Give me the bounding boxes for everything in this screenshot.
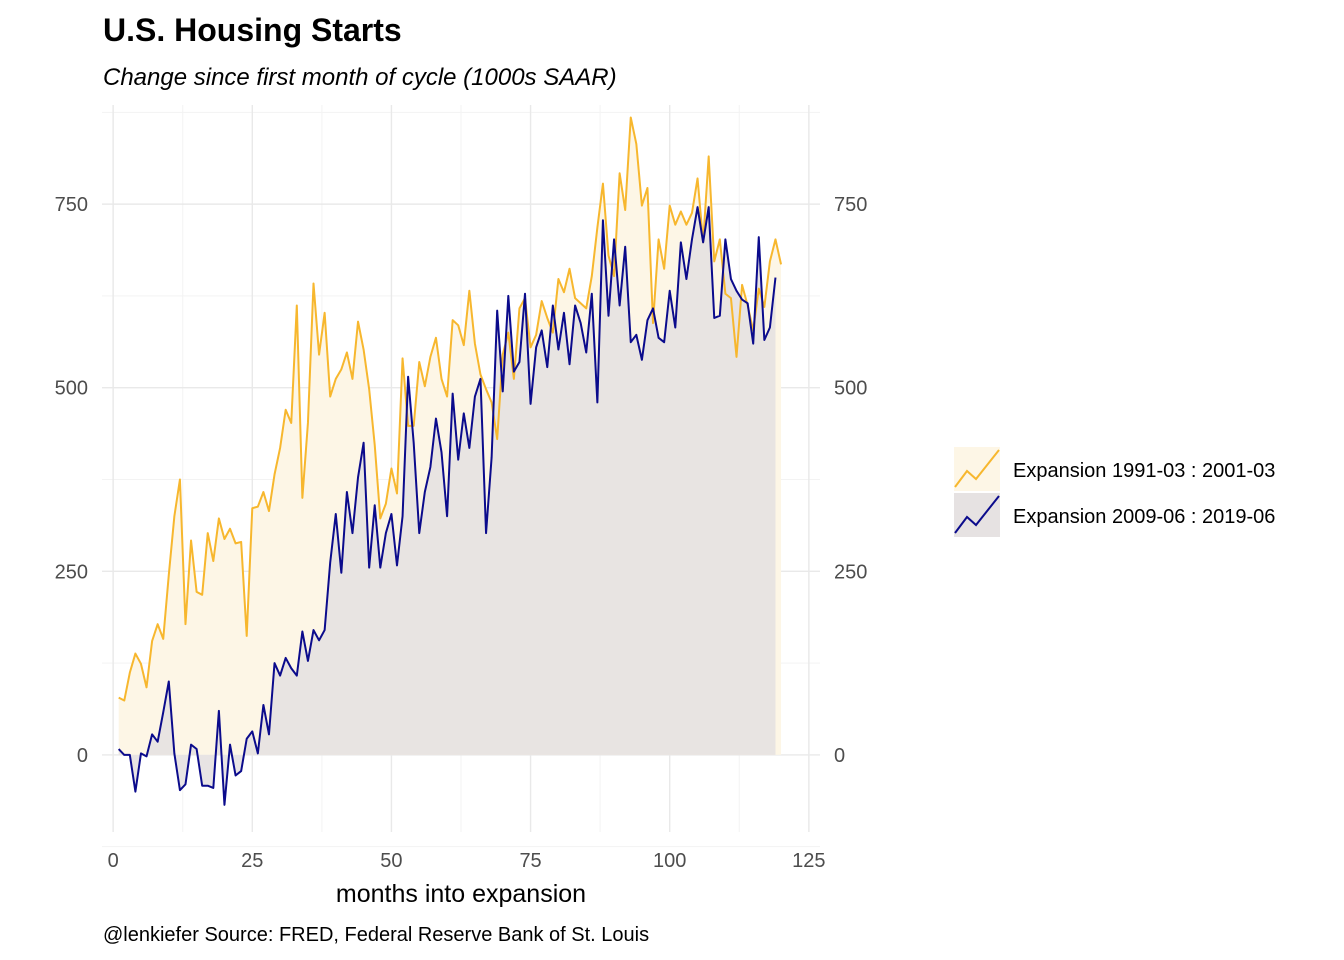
chart-subtitle: Change since first month of cycle (1000s… bbox=[103, 64, 617, 91]
y-tick-label-left: 750 bbox=[55, 194, 88, 216]
x-tick-label: 0 bbox=[108, 850, 119, 872]
y-tick-label-right: 750 bbox=[834, 194, 867, 216]
chart-caption: @lenkiefer Source: FRED, Federal Reserve… bbox=[103, 924, 649, 946]
x-tick-label: 50 bbox=[380, 850, 402, 872]
series-line-2 bbox=[117, 206, 777, 806]
x-tick-label: 100 bbox=[653, 850, 686, 872]
series-line-1 bbox=[118, 116, 783, 702]
legend-label-2: Expansion 2009-06 : 2019-06 bbox=[1013, 506, 1275, 528]
y-tick-label-right: 250 bbox=[834, 561, 867, 583]
y-tick-label-left: 250 bbox=[55, 561, 88, 583]
series-lines bbox=[117, 116, 783, 806]
chart-legend: Expansion 1991-03 : 2001-03 Expansion 200… bbox=[954, 447, 1275, 537]
y-axis-right: 0 250 500 750 bbox=[834, 194, 867, 767]
legend-line-2 bbox=[954, 495, 1000, 534]
x-tick-label: 75 bbox=[519, 850, 541, 872]
x-tick-label: 25 bbox=[241, 850, 263, 872]
y-tick-label-right: 0 bbox=[834, 745, 845, 767]
legend-key-1 bbox=[954, 447, 1000, 491]
y-tick-label-right: 500 bbox=[834, 378, 867, 400]
y-tick-label-left: 500 bbox=[55, 378, 88, 400]
legend-key-2 bbox=[954, 493, 1000, 537]
x-axis: 0 25 50 75 100 125 bbox=[108, 850, 826, 872]
chart-title: U.S. Housing Starts bbox=[103, 12, 402, 48]
legend-line-1 bbox=[954, 449, 1000, 488]
legend-label-1: Expansion 1991-03 : 2001-03 bbox=[1013, 460, 1275, 482]
y-tick-label-left: 0 bbox=[77, 745, 88, 767]
series-area-2 bbox=[118, 207, 776, 805]
y-axis-left: 0 250 500 750 bbox=[55, 194, 88, 767]
x-axis-label: months into expansion bbox=[336, 880, 586, 908]
x-tick-label: 125 bbox=[792, 850, 825, 872]
